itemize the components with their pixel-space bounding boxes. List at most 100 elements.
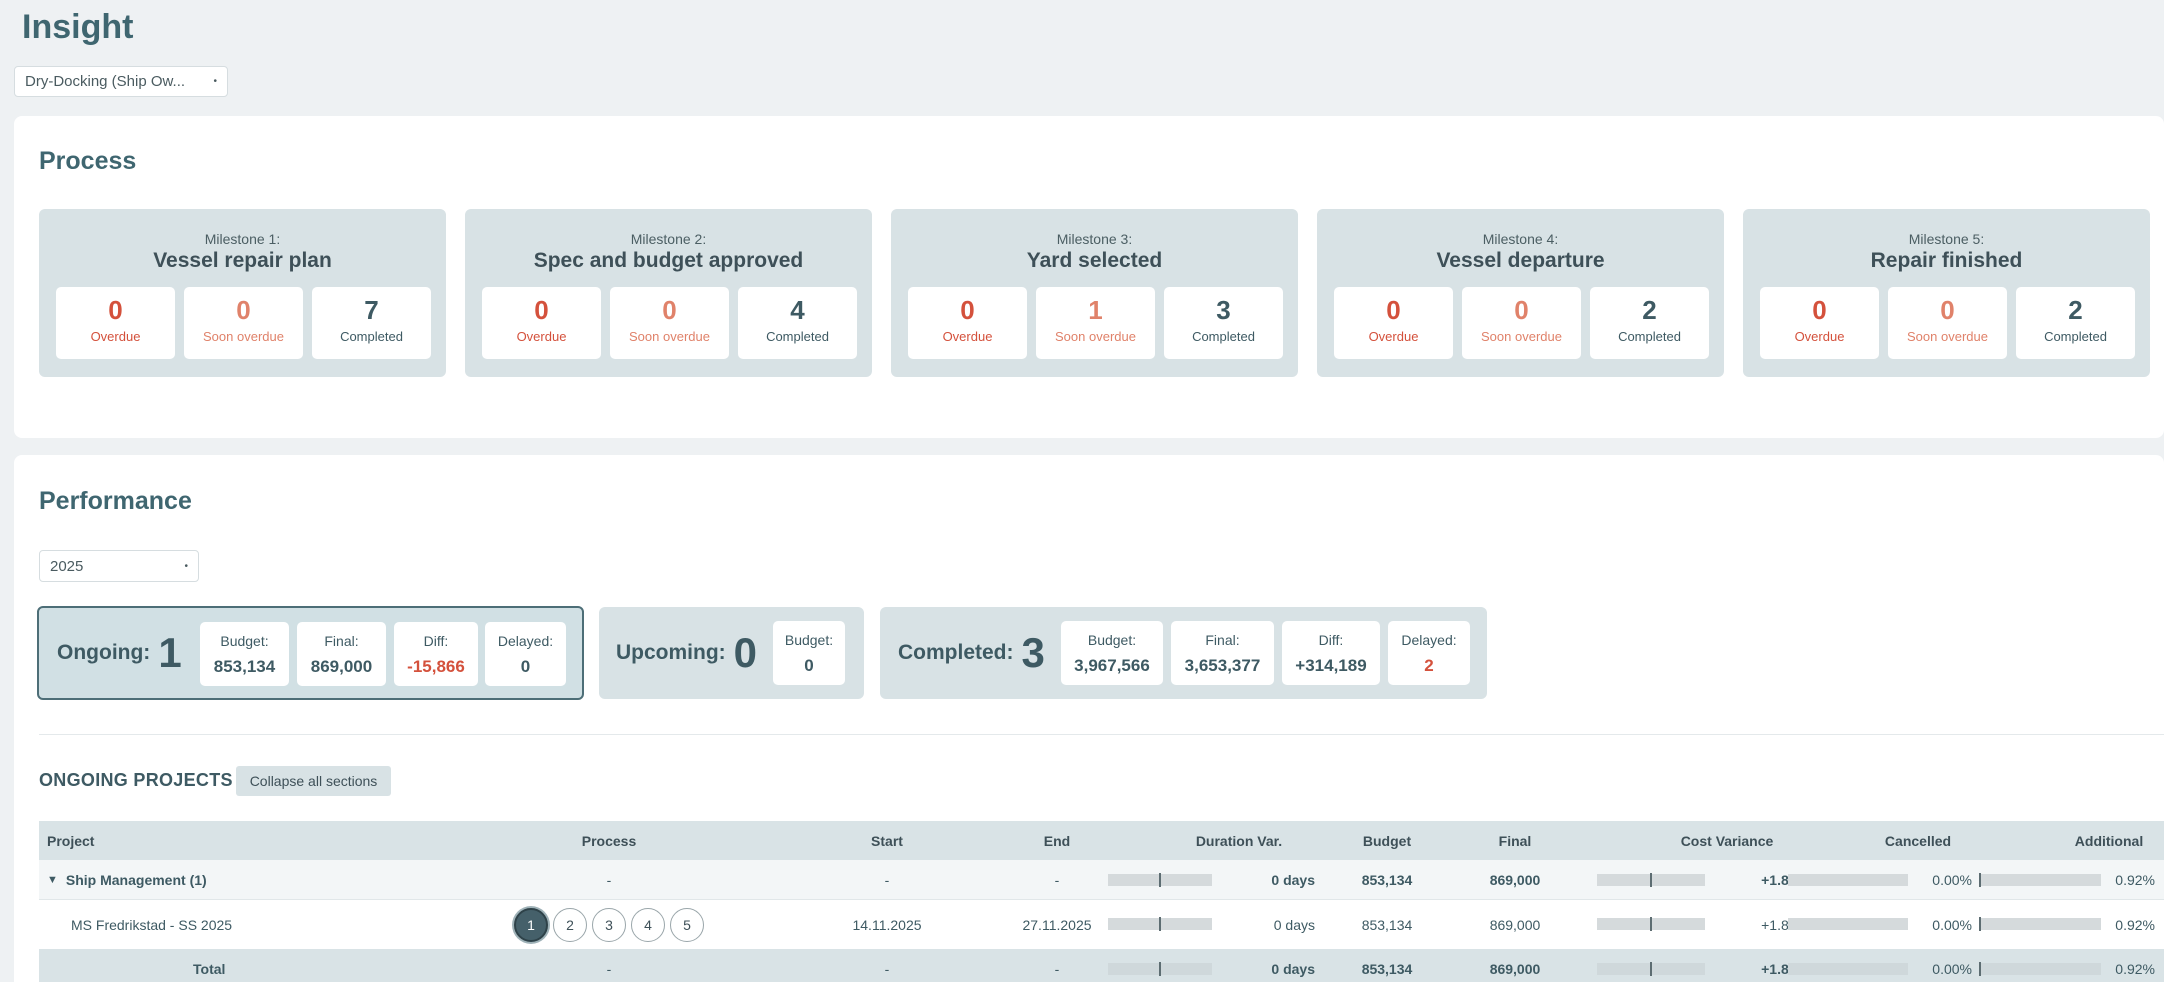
overdue-box[interactable]: 0 Overdue (1760, 287, 1879, 359)
cancelled-bar (1788, 874, 1908, 886)
milestone-card-5[interactable]: Milestone 5: Repair finished 0 Overdue 0 Soon… (1743, 209, 2150, 377)
col-final[interactable]: Final (1498, 832, 1532, 849)
cell-cancelled: 0.00% (1932, 916, 1972, 933)
overdue-label: Overdue (1368, 329, 1419, 344)
completed-box[interactable]: 7 Completed (312, 287, 431, 359)
completed-count: 2 (1642, 295, 1657, 325)
col-budget[interactable]: Budget (1362, 832, 1412, 849)
process-step-2[interactable]: 2 (553, 907, 587, 942)
total-label: Total (193, 961, 226, 977)
project-type-select[interactable]: Dry-Docking (Ship Ow... • (14, 66, 228, 97)
caret-down-icon[interactable]: ▼ (47, 873, 58, 886)
ongoing-summary-card[interactable]: Ongoing: 1 Budget: 853,134 Final: 869,00… (37, 606, 584, 700)
table-row[interactable]: MS Fredrikstad - SS 2025 1 2 3 4 5 14.11… (39, 900, 2164, 949)
process-step-4[interactable]: 4 (631, 907, 665, 942)
soon-overdue-box[interactable]: 0 Soon overdue (1462, 287, 1581, 359)
cell-start: 14.11.2025 (852, 916, 922, 933)
stat-label: Budget: (220, 633, 269, 649)
overdue-label: Overdue (942, 329, 993, 344)
soon-overdue-label: Soon overdue (629, 329, 710, 344)
stat-label: Final: (324, 633, 359, 649)
collapse-all-button[interactable]: Collapse all sections (236, 766, 391, 796)
soon-overdue-count: 0 (1514, 295, 1529, 325)
milestone-stats: 0 Overdue 0 Soon overdue 4 Completed (482, 287, 857, 359)
cell-process: - (606, 871, 612, 888)
overdue-box[interactable]: 0 Overdue (56, 287, 175, 359)
stat-value: 869,000 (310, 657, 373, 676)
milestone-card-1[interactable]: Milestone 1: Vessel repair plan 0 Overdue 0 S… (39, 209, 446, 377)
completed-box[interactable]: 2 Completed (1590, 287, 1709, 359)
cell-budget: 853,134 (1361, 916, 1413, 933)
process-step-5[interactable]: 5 (670, 907, 704, 942)
divider (39, 734, 2164, 735)
ongoing-label: Ongoing: 1 (57, 608, 182, 698)
additional-bar (1979, 873, 2101, 887)
upcoming-summary-card[interactable]: Upcoming: 0 Budget: 0 (599, 607, 864, 699)
completed-box[interactable]: 4 Completed (738, 287, 857, 359)
milestone-name: Vessel departure (1436, 249, 1605, 272)
cell-end: - (1054, 871, 1060, 888)
cell-end: 27.11.2025 (1022, 916, 1092, 933)
completed-box[interactable]: 3 Completed (1164, 287, 1283, 359)
stat-label: Final: (1205, 632, 1240, 648)
process-step-3[interactable]: 3 (592, 907, 626, 942)
milestone-number: Milestone 4: (1482, 231, 1559, 247)
col-project[interactable]: Project (47, 832, 95, 849)
milestone-card-2[interactable]: Milestone 2: Spec and budget approved 0 Ove… (465, 209, 872, 377)
soon-overdue-box[interactable]: 0 Soon overdue (1888, 287, 2007, 359)
completed-summary-card[interactable]: Completed: 3 Budget: 3,967,566 Final: 3,… (880, 607, 1487, 699)
ongoing-label-text: Ongoing: (57, 641, 151, 664)
bar-marker (1159, 962, 1161, 976)
col-process[interactable]: Process (581, 832, 637, 849)
stat-label: Diff: (1318, 632, 1344, 648)
overdue-label: Overdue (1794, 329, 1845, 344)
group-name[interactable]: ▼ Ship Management (1) (47, 860, 207, 899)
soon-overdue-box[interactable]: 0 Soon overdue (184, 287, 303, 359)
stat-value: 0 (520, 657, 531, 676)
completed-label: Completed (340, 329, 403, 344)
upcoming-label: Upcoming: 0 (616, 607, 757, 699)
soon-overdue-box[interactable]: 0 Soon overdue (610, 287, 729, 359)
stat-label: Diff: (423, 633, 449, 649)
duration-bar (1108, 873, 1212, 887)
col-end[interactable]: End (1043, 832, 1071, 849)
overdue-label: Overdue (516, 329, 567, 344)
cancelled-bar (1788, 918, 1908, 930)
completed-label: Completed (766, 329, 829, 344)
milestone-card-3[interactable]: Milestone 3: Yard selected 0 Overdue 1 Soon o… (891, 209, 1298, 377)
year-select[interactable]: 2025 • (39, 550, 199, 582)
overdue-count: 0 (1812, 295, 1827, 325)
milestone-stats: 0 Overdue 0 Soon overdue 7 Completed (56, 287, 431, 359)
milestone-number: Milestone 1: (204, 231, 281, 247)
overdue-box[interactable]: 0 Overdue (908, 287, 1027, 359)
completed-diff: Diff: +314,189 (1282, 621, 1380, 685)
overdue-box[interactable]: 0 Overdue (1334, 287, 1453, 359)
milestone-name: Repair finished (1870, 249, 2023, 272)
upcoming-label-text: Upcoming: (616, 641, 726, 664)
cell-duration: 0 days (1271, 871, 1315, 888)
col-additional[interactable]: Additional (2074, 832, 2144, 849)
milestone-card-4[interactable]: Milestone 4: Vessel departure 0 Overdue 0 Soo… (1317, 209, 1724, 377)
table-group-row[interactable]: ▼ Ship Management (1) - - - 0 days 853,1… (39, 860, 2164, 900)
project-type-select-value: Dry-Docking (Ship Ow... (25, 73, 186, 90)
milestone-name: Spec and budget approved (533, 249, 804, 272)
duration-bar (1108, 917, 1212, 931)
cell-start: - (884, 871, 890, 888)
soon-overdue-label: Soon overdue (1907, 329, 1988, 344)
project-name[interactable]: MS Fredrikstad - SS 2025 (71, 916, 233, 933)
col-cost-variance[interactable]: Cost Variance (1680, 832, 1774, 849)
process-step-1[interactable]: 1 (514, 907, 548, 942)
overdue-box[interactable]: 0 Overdue (482, 287, 601, 359)
col-start[interactable]: Start (871, 832, 903, 849)
completed-box[interactable]: 2 Completed (2016, 287, 2135, 359)
soon-overdue-box[interactable]: 1 Soon overdue (1036, 287, 1155, 359)
cell-process: - (606, 961, 612, 977)
completed-label-text: Completed: (898, 641, 1014, 664)
col-duration-var[interactable]: Duration Var. (1195, 832, 1283, 849)
col-cancelled[interactable]: Cancelled (1884, 832, 1952, 849)
milestone-stats: 0 Overdue 0 Soon overdue 2 Completed (1334, 287, 1709, 359)
completed-count: 4 (790, 295, 805, 325)
ongoing-projects-title: ONGOING PROJECTS (39, 770, 233, 790)
stat-value: 0 (804, 656, 814, 675)
group-label: Ship Management (1) (65, 871, 207, 888)
